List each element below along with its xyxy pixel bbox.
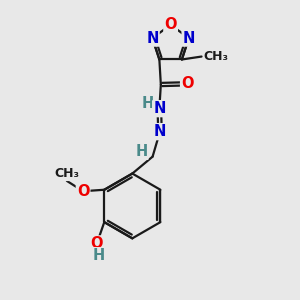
- Text: O: O: [77, 184, 89, 199]
- Text: O: O: [91, 236, 103, 251]
- Text: H: H: [135, 144, 148, 159]
- Text: H: H: [142, 96, 154, 111]
- Text: N: N: [154, 124, 166, 139]
- Text: N: N: [146, 31, 159, 46]
- Text: CH₃: CH₃: [204, 50, 229, 63]
- Text: O: O: [164, 17, 177, 32]
- Text: N: N: [183, 31, 195, 46]
- Text: CH₃: CH₃: [54, 167, 80, 180]
- Text: N: N: [153, 101, 166, 116]
- Text: O: O: [181, 76, 194, 92]
- Text: H: H: [92, 248, 104, 263]
